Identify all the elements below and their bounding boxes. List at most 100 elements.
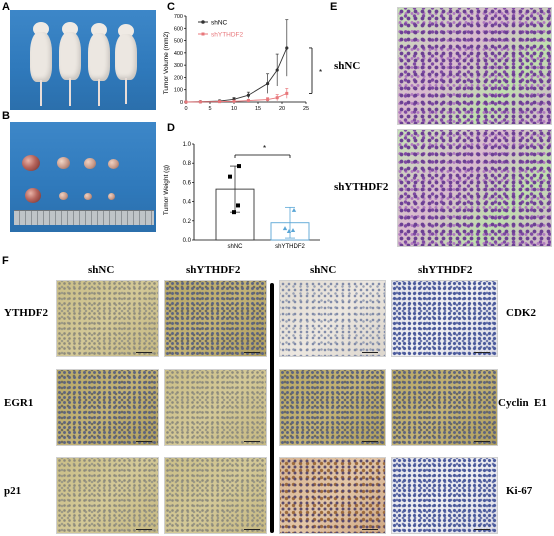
f-row-label-cyclin-e1: Cyclin E1 <box>498 397 547 409</box>
c-xtick-label: 25 <box>303 106 309 112</box>
c-point <box>285 91 289 95</box>
ihc-ythdf2-shythdf2 <box>164 280 267 357</box>
c-ylabel: Tumor Volume (mm2) <box>163 32 170 95</box>
d-point <box>228 174 232 179</box>
scale-bar <box>244 441 260 442</box>
c-ytick-label: 600 <box>174 26 183 32</box>
d-ytick-label: 0.6 <box>183 180 192 186</box>
d-point <box>291 207 297 212</box>
d-ylabel: Tumor Weight (g) <box>163 165 170 215</box>
mouse-4 <box>115 34 137 80</box>
e-label-shythdf2: shYTHDF2 <box>334 181 389 193</box>
panel-label-c: C <box>167 1 175 13</box>
f-col-header-3: shNC <box>310 264 337 276</box>
c-ytick-label: 300 <box>174 63 183 69</box>
ihc-ki67-shnc <box>279 457 386 534</box>
tumor-shnc-2 <box>25 188 41 203</box>
c-xtick-label: 5 <box>208 106 211 112</box>
tumor-shnc-1 <box>22 155 40 171</box>
panel-label-e: E <box>330 1 338 13</box>
c-ytick-label: 700 <box>174 14 183 20</box>
scale-bar <box>136 529 152 530</box>
c-ytick-label: 500 <box>174 39 183 45</box>
he-image-shnc <box>397 7 552 125</box>
vertical-divider <box>270 283 274 533</box>
f-col-header-4: shYTHDF2 <box>418 264 473 276</box>
scale-bar <box>136 352 152 353</box>
c-legend-shythdf2: shYTHDF2 <box>211 32 244 39</box>
c-point <box>198 100 202 104</box>
c-xtick-label: 0 <box>184 106 187 112</box>
ihc-cyclin-e1-shnc <box>279 369 386 446</box>
panel-label-b: B <box>2 110 10 122</box>
mice-photo <box>10 10 156 110</box>
scale-bar <box>362 529 378 530</box>
c-xtick-label: 10 <box>231 106 237 112</box>
c-ytick-label: 200 <box>174 75 183 81</box>
f-row-label-ki67: Ki-67 <box>506 485 533 497</box>
ihc-p21-shythdf2 <box>164 457 267 534</box>
c-xtick-label: 20 <box>279 106 285 112</box>
ihc-ythdf2-shnc <box>56 280 159 357</box>
scale-bar <box>244 352 260 353</box>
ihc-cdk2-shnc <box>279 280 386 357</box>
d-point <box>232 210 236 215</box>
c-series-line-0 <box>185 47 288 103</box>
d-point <box>290 228 296 232</box>
c-series-line-1 <box>185 92 287 103</box>
scale-bar <box>474 529 490 530</box>
f-row-label-p21: p21 <box>4 485 22 497</box>
ihc-egr1-shythdf2 <box>164 369 267 446</box>
c-point <box>184 100 188 104</box>
f-row-label-egr1: EGR1 <box>4 397 34 409</box>
panel-label-a: A <box>2 1 10 13</box>
d-ytick-label: 0.0 <box>183 238 192 244</box>
tumor-volume-chart: 0 100 200 300 400 500 600 700 0 5 10 15 20 25 Tumor V… <box>163 14 322 112</box>
e-label-shnc: shNC <box>334 60 361 72</box>
c-point <box>218 100 222 104</box>
f-row-label-ythdf2: YTHDF2 <box>4 307 48 319</box>
f-row-label-cdk2: CDK2 <box>506 307 536 319</box>
he-image-shythdf2 <box>397 129 552 247</box>
c-point <box>232 99 236 103</box>
c-significance: * <box>319 68 322 77</box>
c-ytick-label: 0 <box>180 100 183 106</box>
ruler <box>14 210 154 225</box>
c-point <box>275 68 279 72</box>
d-point <box>286 229 292 233</box>
d-ytick-label: 0.4 <box>183 200 192 206</box>
scale-bar <box>474 441 490 442</box>
ihc-cyclin-e1-shythdf2 <box>391 369 498 446</box>
c-point <box>246 99 250 103</box>
c-point <box>266 98 270 102</box>
mouse-3 <box>88 33 110 81</box>
c-legend: shNC shYTHDF2 <box>198 20 244 39</box>
scale-bar <box>474 352 490 353</box>
c-ytick-label: 100 <box>174 88 183 94</box>
c-point <box>246 93 250 97</box>
c-point <box>266 81 270 86</box>
f-col-header-2: shYTHDF2 <box>186 264 241 276</box>
mouse-2 <box>59 32 81 80</box>
c-xtick-label: 15 <box>255 106 261 112</box>
c-point <box>285 46 289 50</box>
d-ytick-label: 0.2 <box>183 219 192 225</box>
scale-bar <box>244 529 260 530</box>
tumors-photo <box>10 122 156 232</box>
c-point <box>275 96 279 100</box>
ihc-cdk2-shythdf2 <box>391 280 498 357</box>
mouse-1 <box>30 32 52 82</box>
scale-bar <box>362 352 378 353</box>
tumor-weight-chart: 0.0 0.2 0.4 0.6 0.8 1.0 shNC shYTHDF2 Tumor We… <box>163 142 320 250</box>
scale-bar <box>362 441 378 442</box>
c-ytick-label: 400 <box>174 51 183 57</box>
d-ytick-label: 1.0 <box>183 142 192 148</box>
ihc-egr1-shnc <box>56 369 159 446</box>
panel-label-d: D <box>167 122 175 134</box>
d-category-label: shYTHDF2 <box>275 244 305 250</box>
c-legend-shnc: shNC <box>211 20 228 27</box>
scale-bar <box>136 441 152 442</box>
d-point <box>282 226 288 231</box>
panel-label-f: F <box>2 255 9 267</box>
ihc-p21-shnc <box>56 457 159 534</box>
